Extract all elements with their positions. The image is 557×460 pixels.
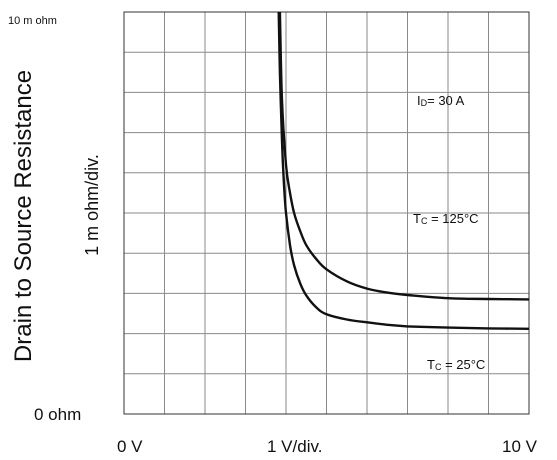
x-axis-label: 1 V/div. [267,437,322,456]
x-tick-label-max: 10 V [502,437,538,456]
series-line-tc-25 [277,11,530,330]
grid-lines [124,12,529,414]
y-tick-label-min: 0 ohm [34,405,81,424]
case-temp-symbol-cold: T [427,357,435,372]
plot-frame [123,11,530,415]
y-tick-label-max: 10 m ohm [8,15,57,27]
temperature-125-annotation: TC = 125°C [413,211,479,226]
case-temp-subscript-hot: C [421,216,428,226]
x-tick-label-min: 0 V [117,437,143,456]
case-temp-symbol-hot: T [413,211,421,226]
drain-current-subscript: D [421,98,428,108]
case-temp-subscript-cold: C [435,362,442,372]
series-layer [277,11,530,330]
temperature-25-annotation: TC = 25°C [427,357,485,372]
y-axis-scale-label: 1 m ohm/div. [82,154,102,256]
drain-current-value: = 30 A [427,93,465,108]
case-temp-value-cold: = 25°C [441,357,485,372]
series-line-tc-125 [278,11,530,301]
y-axis-label: Drain to Source Resistance [10,70,37,362]
case-temp-value-hot: = 125°C [427,211,478,226]
drain-current-symbol: I [417,93,421,108]
drain-current-annotation: ID= 30 A [417,93,465,108]
